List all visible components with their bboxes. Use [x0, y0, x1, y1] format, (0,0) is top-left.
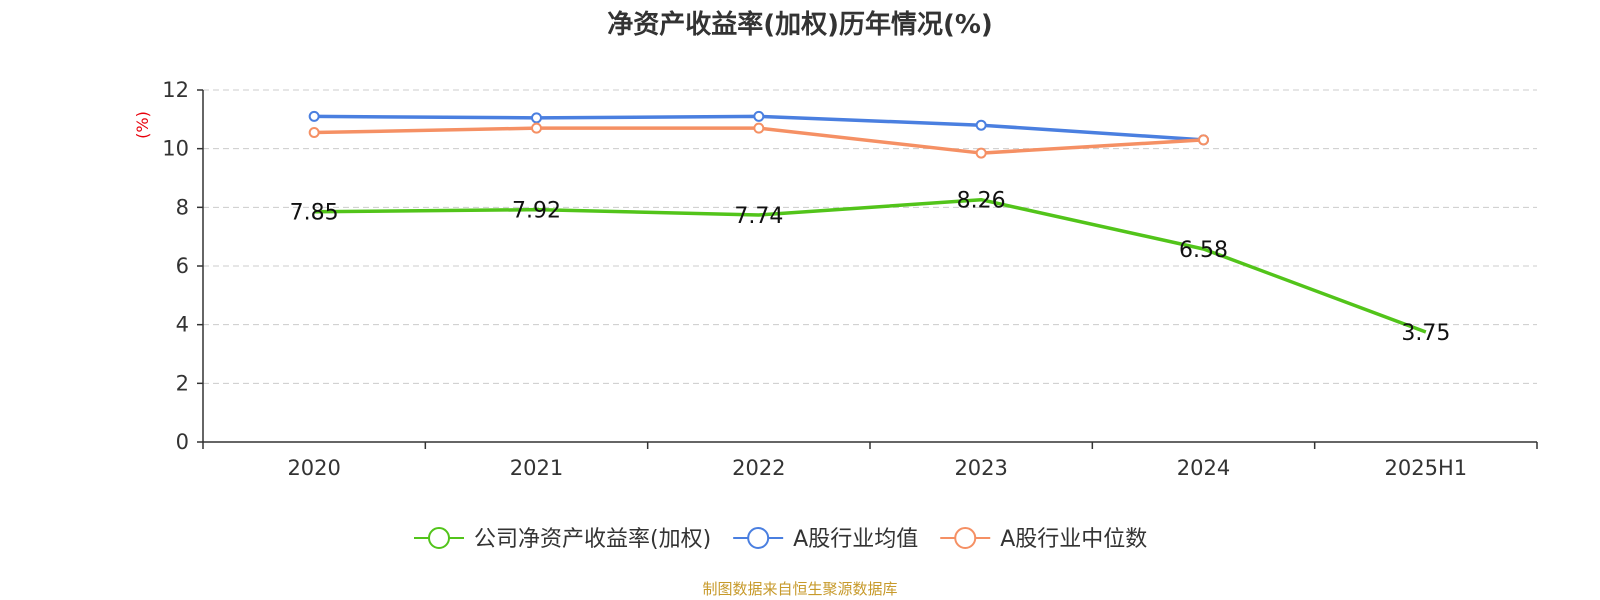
x-tick-label: 2024 — [1177, 456, 1230, 480]
data-point — [975, 119, 987, 131]
y-tick-label: 4 — [176, 313, 189, 337]
legend-item: 公司净资产收益率(加权) — [414, 527, 711, 552]
y-tick-label: 2 — [176, 371, 189, 395]
legend-label: 公司净资产收益率(加权) — [474, 527, 711, 552]
source-note: 制图数据来自恒生聚源数据库 — [702, 580, 898, 598]
data-label: 7.92 — [512, 199, 561, 224]
y-tick-label: 8 — [176, 195, 189, 219]
legend-item: A股行业中位数 — [940, 527, 1147, 552]
data-point — [308, 127, 320, 139]
data-label: 7.85 — [290, 201, 339, 226]
series-line-0 — [314, 197, 1427, 334]
data-point — [531, 112, 542, 124]
legend-marker — [428, 527, 450, 549]
x-tick-label: 2023 — [954, 456, 1007, 480]
x-tick-label: 2022 — [732, 456, 785, 480]
x-tick-label: 2020 — [287, 456, 340, 480]
y-axis-unit-label: (%) — [133, 111, 152, 139]
data-label: 3.75 — [1401, 321, 1450, 346]
legend-label: A股行业均值 — [793, 527, 918, 552]
chart-title: 净资产收益率(加权)历年情况(%) — [607, 10, 993, 40]
data-point — [1198, 134, 1209, 146]
data-label: 8.26 — [957, 189, 1006, 214]
data-point — [975, 147, 987, 159]
data-label: 6.58 — [1179, 238, 1228, 263]
y-tick-label: 0 — [176, 430, 189, 454]
y-tick-label: 6 — [176, 254, 189, 278]
data-label: 7.74 — [734, 204, 783, 229]
data-point — [308, 110, 320, 122]
data-point — [753, 110, 765, 122]
data-point — [531, 122, 542, 134]
data-point — [753, 122, 765, 134]
y-tick-label: 12 — [162, 78, 189, 102]
y-tick-label: 10 — [162, 137, 189, 161]
x-tick-label: 2021 — [510, 456, 563, 480]
legend-marker — [747, 527, 770, 549]
x-tick-label: 2025H1 — [1385, 456, 1468, 480]
legend-label: A股行业中位数 — [1000, 527, 1147, 552]
legend-marker — [954, 527, 977, 549]
legend-item: A股行业均值 — [733, 527, 918, 552]
